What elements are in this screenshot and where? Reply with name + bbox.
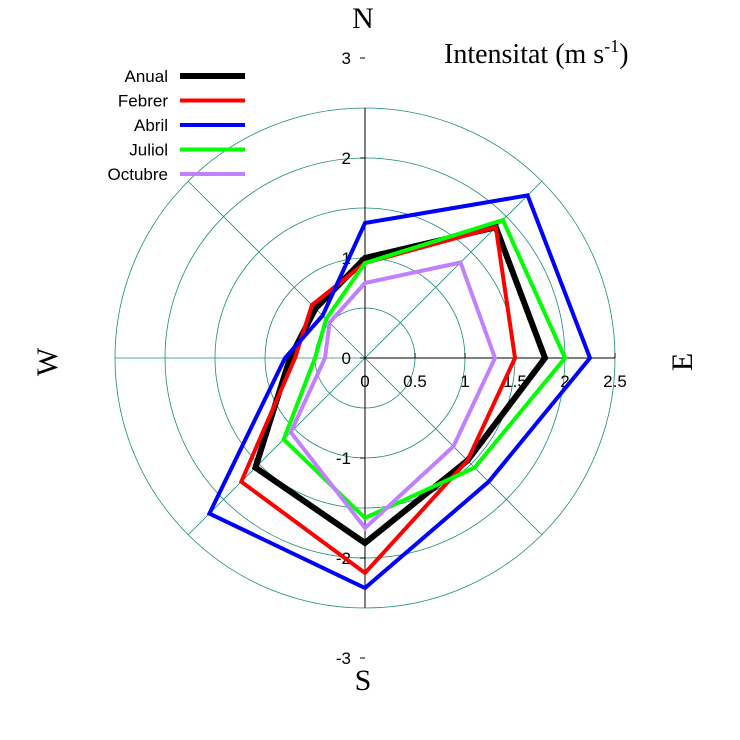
y-tick-label: -3 [336, 649, 351, 668]
legend-label-abril: Abril [134, 116, 168, 135]
west-label: W [31, 347, 64, 376]
legend-label-febrer: Febrer [118, 92, 168, 111]
x-tick-label: 0 [360, 372, 369, 391]
grid-spoke-3 [187, 180, 366, 359]
series-group [206, 193, 593, 591]
x-tick-label: 2.5 [603, 372, 627, 391]
series-abril-line [206, 193, 593, 591]
chart-title-close: ) [619, 39, 628, 70]
chart-title-superscript: -1 [604, 36, 619, 56]
x-tick-label: 1 [460, 372, 469, 391]
series-octubre-line [288, 260, 498, 531]
east-label: E [666, 353, 699, 371]
legend: Anual Febrer Abril Juliol Octubre [108, 67, 245, 184]
legend-label-anual: Anual [125, 67, 168, 86]
x-tick-label: 2 [560, 372, 569, 391]
grid-spoke-2 [187, 357, 366, 536]
y-tick-label: 3 [342, 49, 351, 68]
y-tick-label: -1 [336, 449, 351, 468]
series-juliol-line [281, 217, 568, 521]
south-label: S [355, 664, 372, 697]
legend-label-juliol: Juliol [129, 141, 168, 160]
y-tick-label: 0 [342, 349, 351, 368]
series-febrer-line [238, 224, 518, 576]
grid-spoke-0 [364, 180, 543, 359]
chart-title: Intensitat (m s-1) [444, 36, 629, 70]
y-tick-label: 1 [342, 249, 351, 268]
north-label: N [352, 2, 374, 35]
x-tick-label: 0.5 [403, 372, 427, 391]
y-tick-label: 2 [342, 149, 351, 168]
legend-label-octubre: Octubre [108, 165, 168, 184]
chart-title-main: Intensitat (m s [444, 39, 604, 70]
